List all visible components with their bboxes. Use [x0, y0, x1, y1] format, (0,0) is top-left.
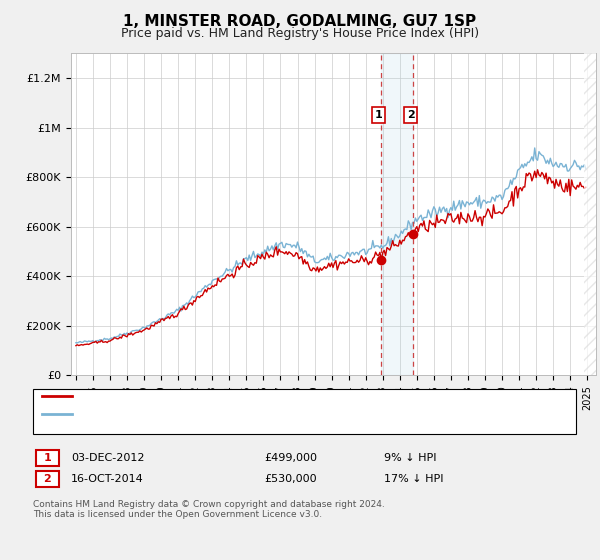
Text: Contains HM Land Registry data © Crown copyright and database right 2024.
This d: Contains HM Land Registry data © Crown c… — [33, 500, 385, 519]
Text: 2: 2 — [407, 110, 415, 120]
Text: 17% ↓ HPI: 17% ↓ HPI — [384, 474, 443, 484]
Text: 1: 1 — [44, 453, 51, 463]
Text: 9% ↓ HPI: 9% ↓ HPI — [384, 453, 437, 463]
Text: 03-DEC-2012: 03-DEC-2012 — [71, 453, 145, 463]
Bar — [382, 53, 413, 375]
Text: £530,000: £530,000 — [264, 474, 317, 484]
Text: 16-OCT-2014: 16-OCT-2014 — [71, 474, 143, 484]
Text: £499,000: £499,000 — [264, 453, 317, 463]
Text: 1: 1 — [375, 110, 383, 120]
Text: 2: 2 — [44, 474, 51, 484]
Text: Price paid vs. HM Land Registry's House Price Index (HPI): Price paid vs. HM Land Registry's House … — [121, 27, 479, 40]
Text: 1, MINSTER ROAD, GODALMING, GU7 1SP (detached house): 1, MINSTER ROAD, GODALMING, GU7 1SP (det… — [78, 391, 389, 401]
Text: HPI: Average price, detached house, Waverley: HPI: Average price, detached house, Wave… — [78, 409, 319, 419]
Text: 1, MINSTER ROAD, GODALMING, GU7 1SP: 1, MINSTER ROAD, GODALMING, GU7 1SP — [124, 14, 476, 29]
